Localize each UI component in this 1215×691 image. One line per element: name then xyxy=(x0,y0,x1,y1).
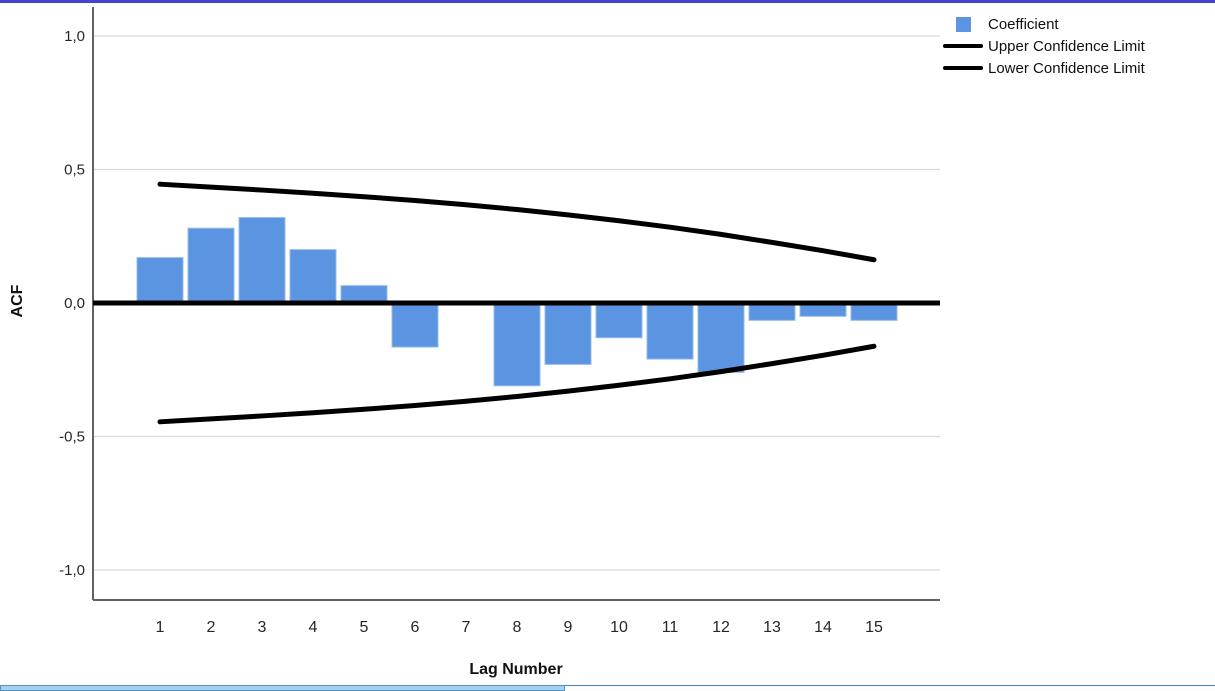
acf-coefficient-bar xyxy=(646,302,694,360)
scrollbar-track[interactable] xyxy=(0,685,1215,691)
acf-coefficient-bar xyxy=(493,302,541,387)
lower-confidence-line-icon xyxy=(941,66,985,70)
acf-coefficient-bar xyxy=(544,302,592,365)
x-tick-label: 5 xyxy=(360,619,369,636)
acf-coefficient-bar xyxy=(391,302,439,348)
legend-label-lower-confidence-limit: Lower Confidence Limit xyxy=(988,59,1145,77)
x-tick-label: 9 xyxy=(564,619,573,636)
x-tick-label: 11 xyxy=(662,619,679,636)
upper-confidence-line-icon xyxy=(941,44,985,48)
scrollbar-thumb[interactable] xyxy=(0,685,565,691)
x-tick-label: 8 xyxy=(513,619,522,636)
acf-coefficient-bar xyxy=(289,249,337,304)
legend-item-upper-confidence-limit: Upper Confidence Limit xyxy=(941,35,1145,57)
x-tick-label: 7 xyxy=(462,619,471,636)
y-tick-label: 1,0 xyxy=(64,28,85,45)
legend: Coefficient Upper Confidence Limit Lower… xyxy=(941,13,1145,79)
x-tick-label: 4 xyxy=(309,619,318,636)
x-tick-label: 6 xyxy=(411,619,420,636)
legend-item-lower-confidence-limit: Lower Confidence Limit xyxy=(941,57,1145,79)
y-tick-label: -0,5 xyxy=(59,429,85,446)
x-tick-label: 10 xyxy=(610,619,628,636)
x-axis-title: Lag Number xyxy=(469,661,563,678)
y-tick-label: -1,0 xyxy=(59,562,85,579)
coefficient-swatch-icon xyxy=(941,16,985,32)
acf-coefficient-bar xyxy=(340,285,388,304)
acf-coefficient-bar xyxy=(850,302,898,321)
y-tick-label: 0,0 xyxy=(64,295,85,312)
acf-coefficient-bar xyxy=(238,217,286,304)
acf-coefficient-bar xyxy=(697,302,745,373)
acf-coefficient-bar xyxy=(136,257,184,304)
acf-coefficient-bar xyxy=(595,302,643,339)
x-tick-label: 12 xyxy=(712,619,730,636)
x-tick-label: 2 xyxy=(207,619,216,636)
horizontal-scrollbar[interactable] xyxy=(0,685,1215,691)
acf-coefficient-bar xyxy=(187,227,235,304)
y-tick-label: 0,5 xyxy=(64,162,85,179)
window-top-border xyxy=(0,0,1215,3)
legend-label-upper-confidence-limit: Upper Confidence Limit xyxy=(988,37,1145,55)
legend-item-coefficient: Coefficient xyxy=(941,13,1145,35)
x-tick-label: 1 xyxy=(156,619,165,636)
acf-coefficient-bar xyxy=(748,302,796,321)
x-tick-label: 15 xyxy=(865,619,883,636)
x-tick-label: 14 xyxy=(814,619,832,636)
x-tick-label: 3 xyxy=(258,619,267,636)
lower-confidence-limit-curve xyxy=(157,343,877,425)
upper-confidence-limit-curve xyxy=(157,181,877,263)
x-tick-label: 13 xyxy=(763,619,781,636)
y-axis-title: ACF xyxy=(9,284,26,318)
legend-label-coefficient: Coefficient xyxy=(988,15,1059,33)
